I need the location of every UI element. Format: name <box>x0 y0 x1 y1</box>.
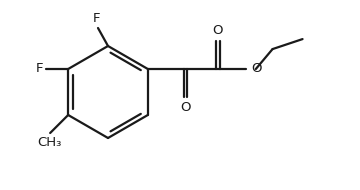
Text: CH₃: CH₃ <box>37 136 61 149</box>
Text: F: F <box>36 63 43 75</box>
Text: O: O <box>181 101 191 114</box>
Text: F: F <box>92 12 100 25</box>
Text: O: O <box>251 63 261 75</box>
Text: O: O <box>213 24 223 37</box>
